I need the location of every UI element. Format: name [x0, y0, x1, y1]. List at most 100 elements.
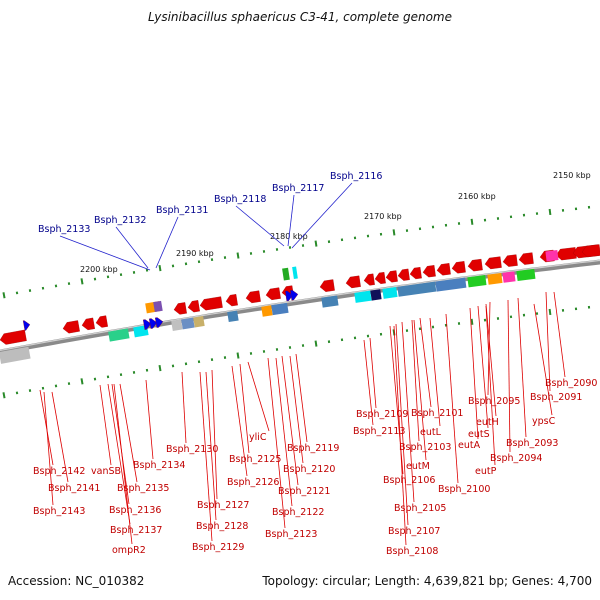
- bottom-gene-label: Bsph_2107: [388, 526, 440, 537]
- domain-box: [516, 268, 536, 282]
- scale-tick: [41, 286, 45, 290]
- gene-arrow: [225, 294, 238, 307]
- domain-box: [321, 295, 339, 308]
- top-gene-label: Bsph_2117: [272, 183, 324, 194]
- gene-arrow: [95, 315, 108, 328]
- bottom-gene-label: Bsph_2090: [545, 378, 597, 389]
- scale-tick-lower: [249, 352, 253, 355]
- scale-tick: [314, 240, 318, 247]
- scale-tick: [145, 268, 149, 272]
- bottom-gene-label: Bsph_2141: [48, 483, 100, 494]
- bottom-gene-label: Bsph_2134: [133, 460, 185, 471]
- scale-tick-lower: [145, 368, 149, 372]
- scale-tick: [236, 252, 240, 259]
- scale-tick: [353, 236, 357, 240]
- scale-tick-lower: [535, 312, 539, 315]
- scale-tick-lower: [54, 384, 58, 388]
- scale-tick-lower: [509, 315, 513, 319]
- scale-label: 2150 kbp: [553, 171, 591, 180]
- bottom-gene-label: eutS: [468, 429, 490, 440]
- scale-tick: [340, 238, 344, 242]
- gene-arrow: [518, 252, 534, 265]
- scale-tick-lower: [80, 378, 84, 385]
- scale-tick: [223, 256, 227, 259]
- scale-tick-lower: [522, 313, 526, 317]
- forward-arrow: [149, 318, 158, 329]
- genome-summary-text: Topology: circular; Length: 4,639,821 bp…: [262, 574, 592, 588]
- domain-box: [261, 305, 273, 317]
- scale-tick: [509, 215, 513, 219]
- scale-tick-lower: [340, 338, 344, 342]
- bottom-leader-line: [507, 299, 511, 453]
- gene-arrow: [409, 267, 422, 280]
- gene-arrow: [345, 275, 361, 289]
- forward-arrow: [22, 320, 31, 331]
- scale-tick: [132, 271, 136, 274]
- accession-text: Accession: NC_010382: [8, 574, 145, 588]
- scale-tick-lower: [28, 389, 32, 392]
- bottom-leader-line: [211, 369, 218, 500]
- gene-arrow: [62, 320, 80, 334]
- gene-arrow: [397, 268, 410, 281]
- bottom-leader-line: [401, 321, 415, 503]
- gene-arrow: [555, 247, 577, 261]
- scale-tick: [119, 273, 123, 277]
- domain-box: [435, 277, 467, 292]
- scale-tick: [418, 227, 422, 231]
- domain-box: [354, 290, 372, 303]
- scale-tick-lower: [587, 305, 591, 309]
- scale-tick-lower: [418, 327, 422, 331]
- bottom-leader-line: [107, 383, 131, 525]
- gene-arrow: [484, 256, 502, 270]
- bottom-leader-line: [363, 339, 374, 426]
- gene-arrow: [173, 302, 187, 315]
- bottom-leader-line: [485, 303, 497, 417]
- scale-tick-lower: [197, 360, 201, 364]
- scale-tick-lower: [132, 371, 136, 374]
- bottom-leader-line: [181, 371, 187, 444]
- scale-tick: [587, 205, 591, 209]
- bottom-gene-label: Bsph_2101: [411, 408, 463, 419]
- domain-box: [181, 317, 195, 330]
- top-leader-line: [115, 226, 149, 269]
- scale-tick-lower: [366, 334, 370, 338]
- domain-box: [193, 315, 205, 328]
- bottom-leader-line: [393, 325, 407, 546]
- bottom-leader-line: [517, 297, 527, 438]
- bottom-gene-label: Bsph_2094: [490, 453, 542, 464]
- scale-tick: [15, 291, 19, 295]
- bottom-gene-label: Bsph_2106: [383, 475, 435, 486]
- bottom-leader-line: [533, 303, 553, 416]
- bottom-gene-label: Bsph_2121: [278, 486, 330, 497]
- scale-tick: [210, 258, 214, 262]
- domain-box: [545, 250, 559, 262]
- bottom-gene-label: Bsph_2123: [265, 529, 317, 540]
- bottom-gene-label: eutA: [458, 440, 481, 451]
- scale-tick-lower: [314, 340, 318, 347]
- scale-tick: [54, 284, 58, 288]
- top-leader-line: [59, 235, 151, 271]
- top-gene-label: Bsph_2118: [214, 194, 266, 205]
- bottom-gene-label: Bsph_2142: [33, 466, 85, 477]
- bottom-leader-line: [205, 371, 217, 521]
- gene-arrow: [81, 317, 95, 331]
- bottom-gene-label: Bsph_2119: [287, 443, 339, 454]
- map-title: Lysinibacillus sphaericus C3-41, complet…: [147, 10, 452, 24]
- scale-tick-lower: [379, 332, 383, 336]
- bottom-gene-label: ypsC: [532, 416, 556, 427]
- scale-tick: [496, 217, 500, 220]
- scale-tick-lower: [483, 318, 487, 322]
- bottom-leader-line: [469, 307, 479, 440]
- bottom-gene-label: Bsph_2108: [386, 546, 438, 557]
- scale-tick-lower: [236, 352, 240, 359]
- gene-arrow: [436, 263, 451, 276]
- bottom-leader-line: [247, 361, 270, 432]
- domain-box: [227, 310, 239, 323]
- scale-tick: [184, 262, 188, 266]
- scale-tick: [93, 277, 97, 281]
- bottom-leader-line: [51, 391, 69, 483]
- bottom-gene-label: Bsph_2093: [506, 438, 558, 449]
- gene-arrow: [187, 300, 200, 313]
- bottom-gene-label: Bsph_2127: [197, 500, 249, 511]
